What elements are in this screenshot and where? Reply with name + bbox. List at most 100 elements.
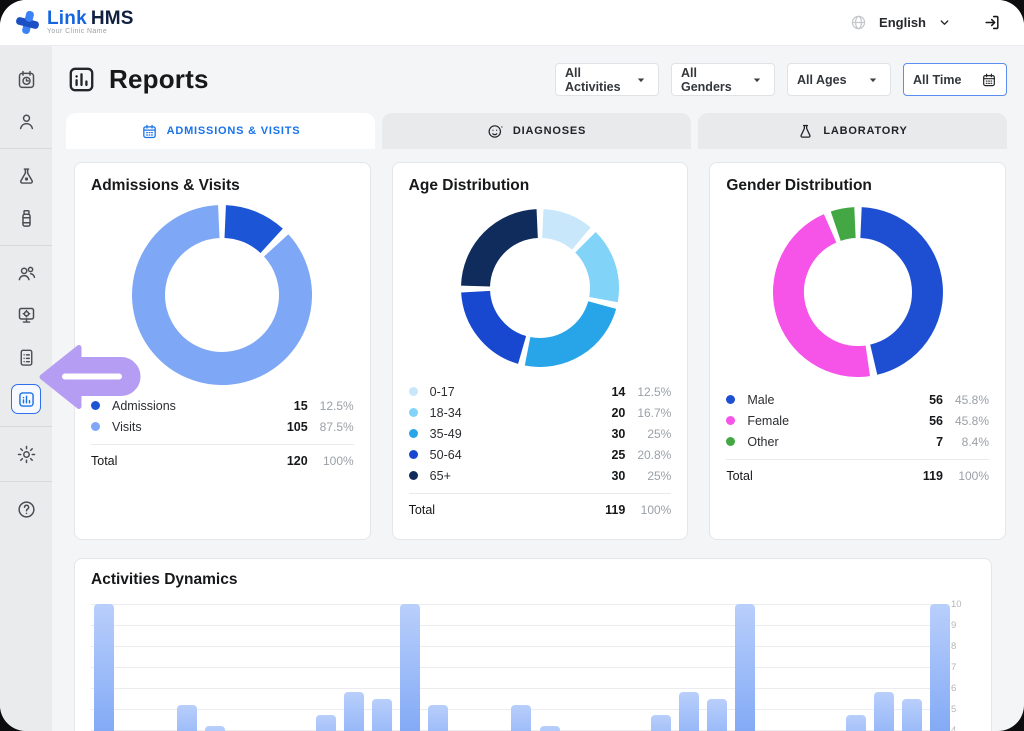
activity-bar: [902, 698, 922, 731]
sidebar-item-pharmacy-bottle-icon[interactable]: [8, 200, 44, 236]
tab-diagnoses[interactable]: DIAGNOSES: [382, 113, 691, 149]
logout-icon[interactable]: [983, 13, 1002, 32]
total-label: Total: [408, 503, 436, 517]
legend-dot: [408, 408, 418, 417]
sidebar-item-reports-chart-icon[interactable]: [11, 384, 41, 414]
legend-percent: 25%: [647, 426, 672, 441]
brand-tagline: Your Clinic Name: [47, 28, 108, 35]
legend-dot: [726, 395, 736, 404]
activities-dynamics-title: Activities Dynamics: [91, 571, 238, 588]
legend-dot: [408, 387, 418, 396]
y-axis-tick: 5: [951, 704, 957, 715]
total-row: Total 119 100%: [726, 459, 990, 483]
sidebar-item-patient-person-icon[interactable]: [8, 103, 44, 139]
summary-cards-row: Admissions & Visits Admissions 15 12.5% Visi…: [74, 162, 1007, 540]
total-percent: 100%: [640, 503, 672, 517]
donut-segment: [461, 209, 539, 288]
donut-segment: [224, 205, 284, 254]
gridline: [91, 604, 943, 605]
legend-dot: [408, 450, 418, 459]
annotation-pointer-arrow: [38, 344, 142, 415]
sidebar-item-help-question-icon[interactable]: [8, 491, 44, 527]
legend-value: 14: [611, 384, 626, 399]
legend-dot: [408, 429, 418, 438]
legend-label: 0-17: [429, 384, 455, 399]
caret-down-icon: [749, 72, 765, 88]
sidebar-item-schedule-calendar-icon[interactable]: [8, 61, 44, 97]
legend-value: 15: [293, 398, 308, 413]
legend-value: 7: [936, 434, 944, 449]
filters-bar: All Activities All Genders All Ages All Tim…: [555, 63, 1007, 96]
activity-bar: [177, 704, 197, 731]
sidebar-item-settings-gear-icon[interactable]: [8, 436, 44, 472]
total-row: Total 119 100%: [408, 493, 672, 517]
legend-label: Other: [747, 434, 779, 449]
y-axis-tick: 7: [951, 662, 957, 673]
caret-down-icon: [633, 72, 649, 88]
legend-value: 56: [929, 413, 944, 428]
legend-label: 65+: [429, 468, 451, 483]
sidebar-item-system-monitor-icon[interactable]: [8, 297, 44, 333]
activity-bar: [651, 715, 671, 731]
donut-segment: [574, 231, 619, 303]
legend-percent: 8.4%: [961, 434, 990, 449]
legend-value: 20: [611, 405, 626, 420]
filter-label: All Genders: [681, 65, 732, 94]
total-percent: 100%: [958, 469, 990, 483]
donut-chart: [726, 207, 989, 377]
legend-dot: [408, 471, 418, 480]
activity-bar: [511, 704, 531, 731]
filter-all-activities[interactable]: All Activities: [555, 63, 659, 96]
activity-bar: [846, 715, 866, 731]
tab-laboratory[interactable]: LABORATORY: [698, 113, 1007, 149]
sidebar-divider: [0, 245, 52, 246]
legend-dot: [91, 401, 100, 410]
y-axis-tick: 10: [951, 599, 962, 610]
activity-bar: [372, 698, 392, 731]
legend-label: Admissions: [112, 398, 176, 413]
filter-all-ages[interactable]: All Ages: [787, 63, 891, 96]
sidebar-item-laboratory-flask-icon[interactable]: [8, 158, 44, 194]
page-title: Reports: [109, 64, 209, 94]
donut-segment: [541, 209, 591, 251]
globe-icon: [850, 14, 867, 31]
activities-bar-chart: 10 9 8 7 6 5 4: [91, 599, 975, 731]
legend-label: 18-34: [429, 405, 462, 420]
tabs-bar: ADMISSIONS & VISITS DIAGNOSES LABORATORY: [66, 113, 1007, 149]
legend-row: Male 56 45.8%: [726, 389, 989, 410]
filter-all-time[interactable]: All Time: [903, 63, 1007, 96]
y-axis-tick: 8: [951, 641, 957, 652]
legend-value: 56: [929, 392, 944, 407]
total-percent: 100%: [322, 454, 354, 468]
language-selector-label[interactable]: English: [879, 15, 926, 30]
legend-row: Female 56 45.8%: [726, 410, 989, 431]
gridline: [91, 625, 943, 626]
activity-bar: [930, 604, 950, 731]
legend-dot: [726, 416, 736, 425]
card-title: Admissions & Visits: [91, 177, 240, 194]
main-content: Reports All Activities All Genders All Age…: [52, 46, 1024, 731]
sidebar-item-staff-people-icon[interactable]: [8, 255, 44, 291]
legend-value: 30: [611, 468, 626, 483]
tab-label: LABORATORY: [823, 125, 908, 137]
reports-page-icon: [66, 64, 97, 95]
app-header: Link HMS Your Clinic Name English: [0, 0, 1024, 46]
y-axis-tick: 4: [951, 725, 957, 731]
sidebar-divider: [0, 426, 52, 427]
header-actions: English: [850, 13, 1002, 32]
activity-bar: [707, 698, 727, 731]
activity-bar: [344, 692, 364, 731]
donut-chart: [91, 205, 354, 385]
filter-all-genders[interactable]: All Genders: [671, 63, 775, 96]
tab-admissions-visits[interactable]: ADMISSIONS & VISITS: [66, 113, 375, 149]
total-value: 119: [922, 469, 944, 483]
sidebar-divider: [0, 481, 52, 482]
activity-bar: [205, 725, 225, 731]
chevron-down-icon[interactable]: [938, 16, 951, 29]
total-row: Total 120 100%: [91, 444, 354, 468]
admissions-visits-card: Admissions & Visits Admissions 15 12.5% Visi…: [74, 162, 371, 540]
sidebar-item-billing-document-icon[interactable]: [8, 339, 44, 375]
activity-bar: [400, 604, 420, 731]
logo[interactable]: Link HMS Your Clinic Name: [14, 9, 134, 36]
